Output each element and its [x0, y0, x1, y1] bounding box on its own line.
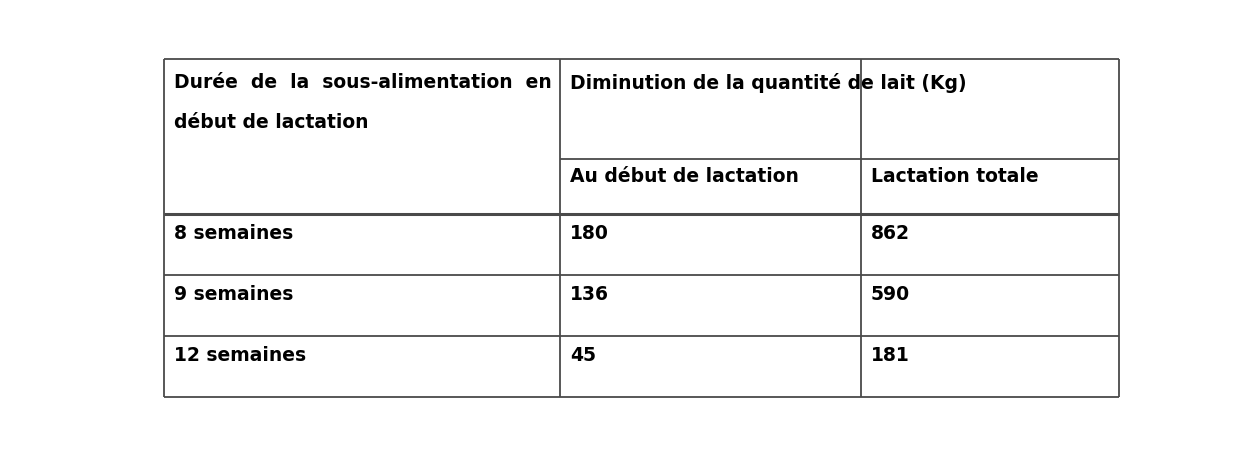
Text: 180: 180 [570, 224, 608, 243]
Text: Durée  de  la  sous-alimentation  en: Durée de la sous-alimentation en [174, 73, 552, 92]
Text: 9 semaines: 9 semaines [174, 285, 293, 304]
Text: 45: 45 [570, 346, 596, 365]
Text: Lactation totale: Lactation totale [871, 167, 1039, 186]
Text: 136: 136 [570, 285, 610, 304]
Text: 590: 590 [871, 285, 910, 304]
Text: 181: 181 [871, 346, 910, 365]
Text: 8 semaines: 8 semaines [174, 224, 293, 243]
Text: 862: 862 [871, 224, 910, 243]
Text: début de lactation: début de lactation [174, 113, 368, 132]
Text: 12 semaines: 12 semaines [174, 346, 305, 365]
Text: Diminution de la quantité de lait (Kg): Diminution de la quantité de lait (Kg) [570, 73, 967, 93]
Text: Au début de lactation: Au début de lactation [570, 167, 799, 186]
